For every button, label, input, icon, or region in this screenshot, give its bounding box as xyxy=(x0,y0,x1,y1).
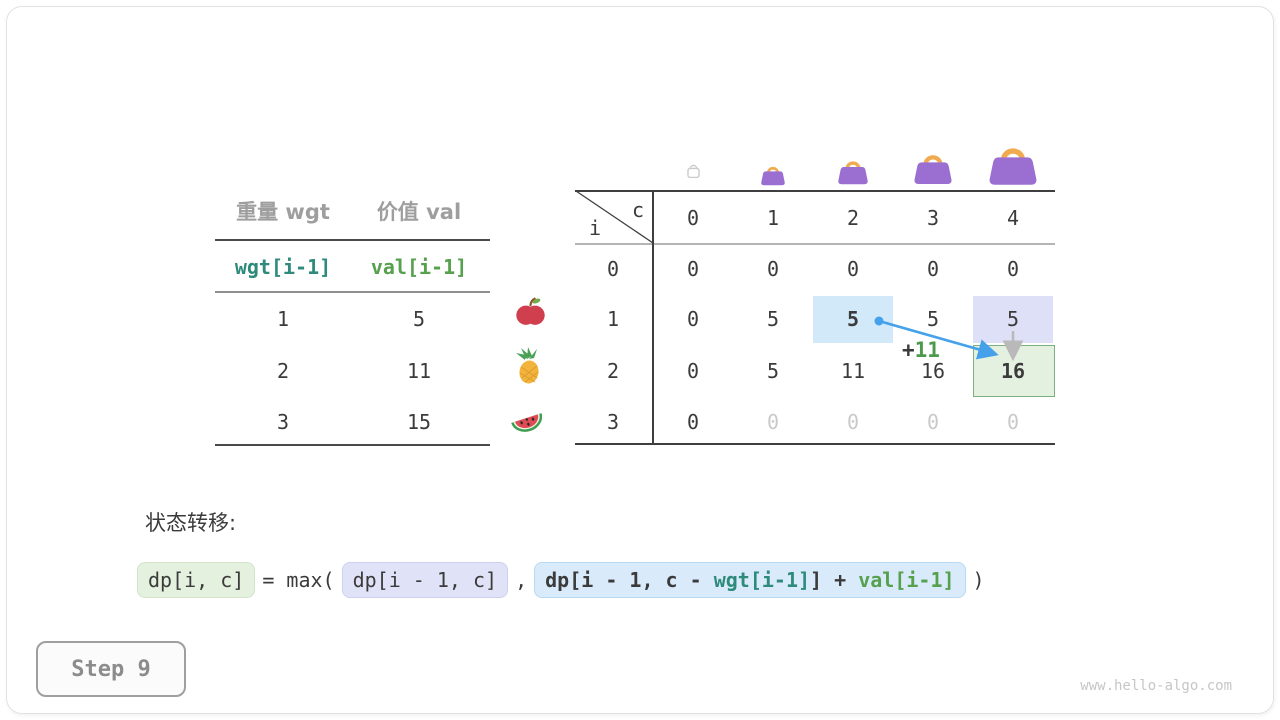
items-col2-subheader: val[i-1] xyxy=(370,255,468,279)
dp-divider xyxy=(652,190,654,443)
dp-col-header-0: 0 xyxy=(686,206,700,230)
bag-xlarge-icon xyxy=(989,143,1037,186)
watermelon-icon xyxy=(511,413,543,432)
formula-close-paren: ) xyxy=(972,568,985,592)
step-badge: Step 9 xyxy=(36,641,186,697)
added-value: 11 xyxy=(914,338,940,362)
ghost-bag-icon xyxy=(687,164,700,179)
formula-arg-skip: dp[i - 1, c] xyxy=(341,562,509,598)
dp-cell-3-2: 0 xyxy=(846,410,860,434)
items-col1-subheader: wgt[i-1] xyxy=(234,255,332,279)
dp-table: c i 0 1 2 3 4 0 1 2 3 0 0 0 0 0 0 5 5 5 … xyxy=(575,190,1055,445)
items-col1-header: 重量 wgt xyxy=(236,200,330,224)
apple-icon xyxy=(516,297,545,325)
dp-cell-0-4: 0 xyxy=(1006,257,1020,281)
dp-cell-3-1: 0 xyxy=(766,410,780,434)
dp-row-header-1: 1 xyxy=(606,307,620,331)
arg-take-mid: ] + xyxy=(810,568,859,592)
dp-rule-header xyxy=(575,243,1055,245)
formula-arg-take: dp[i - 1, c - wgt[i-1]] + val[i-1] xyxy=(534,562,966,598)
dp-cell-2-0: 0 xyxy=(686,359,700,383)
items-rule-bottom xyxy=(215,444,490,446)
formula-eq-max: = max( xyxy=(262,568,335,592)
dp-cell-1-2: 5 xyxy=(846,307,860,331)
dp-cell-2-2: 11 xyxy=(840,359,866,383)
item-2-value: 11 xyxy=(406,359,432,383)
items-col2-header: 价值 val xyxy=(376,200,462,224)
plus-sign: + xyxy=(902,338,915,362)
bag-small-icon xyxy=(761,166,785,186)
dp-cell-2-3: 16 xyxy=(920,359,946,383)
dp-col-header-4: 4 xyxy=(1006,206,1020,230)
dp-cell-3-4: 0 xyxy=(1006,410,1020,434)
site-watermark: www.hello-algo.com xyxy=(1080,678,1232,694)
dp-rule-top xyxy=(575,190,1055,192)
dp-row-header-0: 0 xyxy=(606,257,620,281)
dp-cell-0-2: 0 xyxy=(846,257,860,281)
corner-row-var: i xyxy=(589,216,602,240)
items-rule-top xyxy=(215,239,490,241)
transition-add-annotation: +11 xyxy=(902,338,940,362)
bag-medium-icon xyxy=(838,161,868,185)
dp-col-header-3: 3 xyxy=(926,206,940,230)
pineapple-icon xyxy=(516,347,539,384)
items-rule-mid xyxy=(215,291,490,293)
item-3-weight: 3 xyxy=(276,410,290,434)
formula-comma: , xyxy=(515,568,528,592)
dp-cell-1-3: 5 xyxy=(926,307,940,331)
dp-col-header-1: 1 xyxy=(766,206,780,230)
formula-lhs: dp[i, c] xyxy=(137,562,256,598)
bag-large-icon xyxy=(914,151,952,185)
item-1-value: 5 xyxy=(412,307,426,331)
dp-cell-3-3: 0 xyxy=(926,410,940,434)
dp-cell-1-0: 0 xyxy=(686,307,700,331)
corner-col-var: c xyxy=(632,198,645,222)
arg-take-prefix: dp[i - 1, c - xyxy=(545,568,714,592)
item-3-value: 15 xyxy=(406,410,432,434)
dp-col-header-2: 2 xyxy=(846,206,860,230)
dp-rule-bottom xyxy=(575,443,1055,445)
dp-row-header-3: 3 xyxy=(606,410,620,434)
arg-take-wgt: wgt[i-1] xyxy=(713,568,811,592)
items-table: 重量 wgt 价值 val wgt[i-1] val[i-1] 1 5 2 11… xyxy=(215,190,490,450)
item-2-weight: 2 xyxy=(276,359,290,383)
arg-take-val: val[i-1] xyxy=(858,568,955,592)
corner-diagonal xyxy=(575,190,654,244)
dp-cell-3-0: 0 xyxy=(686,410,700,434)
step-badge-label: Step 9 xyxy=(71,656,151,682)
item-1-weight: 1 xyxy=(276,307,290,331)
dp-cell-1-4: 5 xyxy=(1006,307,1020,331)
dp-cell-0-1: 0 xyxy=(766,257,780,281)
dp-cell-1-1: 5 xyxy=(766,307,780,331)
dp-cell-0-0: 0 xyxy=(686,257,700,281)
dp-cell-0-3: 0 xyxy=(926,257,940,281)
transition-formula: dp[i, c] = max( dp[i - 1, c] , dp[i - 1,… xyxy=(137,562,992,598)
dp-cell-2-1: 5 xyxy=(766,359,780,383)
dp-row-header-2: 2 xyxy=(606,359,620,383)
dp-cell-2-4: 16 xyxy=(1000,359,1026,383)
transition-label: 状态转移: xyxy=(145,511,237,535)
